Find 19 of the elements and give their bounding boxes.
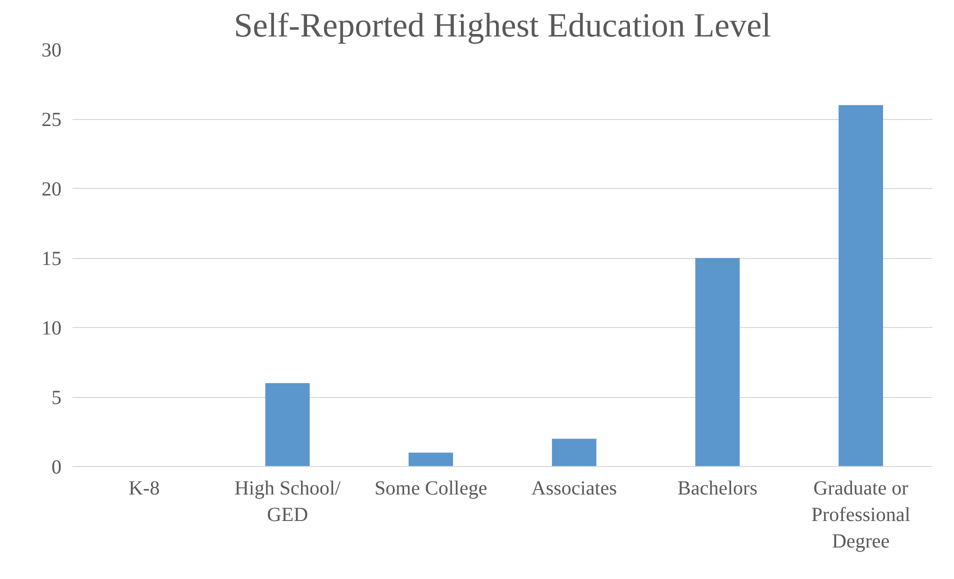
x-tick-label: High School/ GED	[234, 478, 341, 526]
y-tick-label: 20	[42, 178, 62, 200]
bar	[265, 383, 310, 466]
x-tick-label: Some College	[374, 478, 488, 500]
y-tick-label: 15	[42, 248, 62, 270]
y-tick-label: 25	[42, 109, 62, 131]
x-tick-label: K-8	[128, 478, 160, 500]
bar	[695, 258, 740, 466]
bar	[552, 438, 596, 466]
bar	[838, 105, 884, 466]
x-tick-label: Graduate or Professional Degree	[811, 478, 911, 552]
y-tick-label: 10	[42, 318, 62, 340]
chart-title: Self-Reported Highest Education Level	[234, 8, 772, 44]
x-tick-label: Bachelors	[678, 478, 758, 500]
x-tick-label: Associates	[531, 478, 618, 500]
bar	[408, 452, 454, 466]
y-tick-label: 5	[52, 387, 62, 409]
y-tick-label: 30	[42, 40, 62, 62]
y-tick-label: 0	[52, 456, 62, 478]
